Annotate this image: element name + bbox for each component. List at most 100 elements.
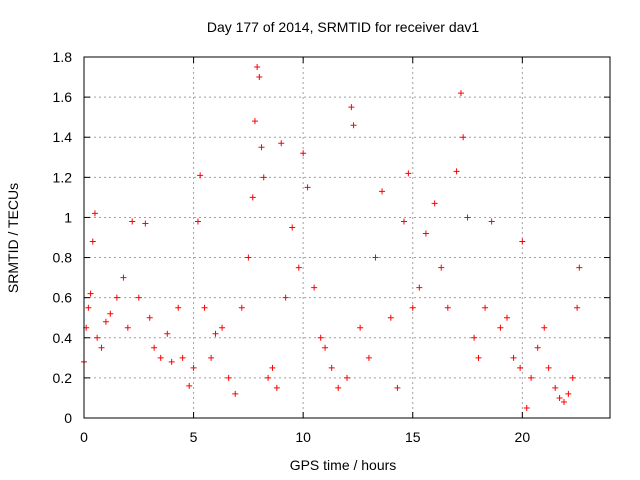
data-point-marker [120, 274, 127, 281]
data-point-marker [438, 264, 445, 271]
data-point-marker [552, 384, 559, 391]
data-point-marker [556, 394, 563, 401]
data-point-marker [113, 294, 120, 301]
data-point-marker [129, 218, 136, 225]
data-point-marker [249, 194, 256, 201]
data-point-marker [142, 220, 149, 227]
y-tick-label: 0.4 [53, 330, 73, 346]
data-point-marker [409, 304, 416, 311]
y-tick-label: 1.6 [53, 89, 73, 105]
data-point-marker [574, 304, 581, 311]
data-point-marker [357, 324, 364, 331]
data-point-marker [225, 374, 232, 381]
data-point-marker [565, 390, 572, 397]
data-point-marker [265, 374, 272, 381]
y-tick-label: 1 [64, 209, 72, 225]
data-point-marker [517, 364, 524, 371]
data-point-marker [328, 364, 335, 371]
axis-ticks: 0 0.2 0.4 0.6 0.8 1 1.2 1.4 1.6 1.8 0 5 10 15 20 [53, 49, 610, 445]
data-point-marker [164, 330, 171, 337]
y-tick-label: 0 [64, 410, 72, 426]
data-point-marker [282, 294, 289, 301]
data-point-marker [295, 264, 302, 271]
y-tick-label: 1.4 [53, 129, 73, 145]
data-point-marker [482, 304, 489, 311]
data-point-marker [278, 140, 285, 147]
data-point-marker [304, 184, 311, 191]
data-point-marker [107, 310, 114, 317]
data-point-marker [497, 324, 504, 331]
data-point-marker [348, 104, 355, 111]
y-tick-label: 1.2 [53, 169, 73, 185]
y-tick-label: 0.6 [53, 290, 73, 306]
data-points [81, 64, 583, 411]
data-point-marker [232, 390, 239, 397]
data-point-marker [85, 304, 92, 311]
data-point-marker [289, 224, 296, 231]
data-point-marker [89, 238, 96, 245]
data-point-marker [194, 218, 201, 225]
data-point-marker [519, 238, 526, 245]
data-point-marker [464, 214, 471, 221]
data-point-marker [444, 304, 451, 311]
data-point-marker [460, 134, 467, 141]
data-point-marker [372, 254, 379, 261]
data-point-marker [179, 354, 186, 361]
data-point-marker [335, 384, 342, 391]
y-tick-label: 0.8 [53, 250, 73, 266]
data-point-marker [238, 304, 245, 311]
x-axis-label: GPS time / hours [290, 457, 397, 473]
data-point-marker [387, 314, 394, 321]
data-point-marker [87, 290, 94, 297]
data-point-marker [365, 354, 372, 361]
data-point-marker [245, 254, 252, 261]
data-point-marker [94, 334, 101, 341]
chart-title: Day 177 of 2014, SRMTID for receiver dav… [207, 19, 480, 35]
data-point-marker [379, 188, 386, 195]
data-point-marker [212, 330, 219, 337]
x-tick-label: 10 [295, 429, 311, 445]
data-point-marker [576, 264, 583, 271]
data-point-marker [523, 404, 530, 411]
data-point-marker [135, 294, 142, 301]
grid-lines [84, 57, 610, 418]
x-tick-label: 5 [190, 429, 198, 445]
data-point-marker [545, 364, 552, 371]
data-point-marker [190, 364, 197, 371]
data-point-marker [528, 374, 535, 381]
data-point-marker [208, 354, 215, 361]
y-tick-label: 1.8 [53, 49, 73, 65]
data-point-marker [151, 344, 158, 351]
data-point-marker [431, 200, 438, 207]
data-point-marker [534, 344, 541, 351]
data-point-marker [186, 382, 193, 389]
data-point-marker [300, 150, 307, 157]
data-point-marker [91, 210, 98, 217]
data-point-marker [322, 344, 329, 351]
data-point-marker [251, 118, 258, 125]
data-point-marker [488, 218, 495, 225]
data-point-marker [258, 144, 265, 151]
data-point-marker [157, 354, 164, 361]
data-point-marker [416, 284, 423, 291]
data-point-marker [503, 314, 510, 321]
data-point-marker [569, 374, 576, 381]
data-point-marker [453, 168, 460, 175]
data-point-marker [254, 64, 261, 71]
y-axis-label: SRMTID / TECUs [5, 183, 21, 293]
data-point-marker [201, 304, 208, 311]
data-point-marker [197, 172, 204, 179]
data-point-marker [269, 364, 276, 371]
data-point-marker [168, 358, 175, 365]
data-point-marker [102, 318, 109, 325]
data-point-marker [344, 374, 350, 381]
data-point-marker [124, 324, 131, 331]
data-point-marker [260, 174, 267, 181]
data-point-marker [560, 398, 567, 405]
data-point-marker [350, 122, 357, 129]
x-tick-label: 0 [80, 429, 88, 445]
data-point-marker [400, 218, 407, 225]
data-point-marker [475, 354, 482, 361]
